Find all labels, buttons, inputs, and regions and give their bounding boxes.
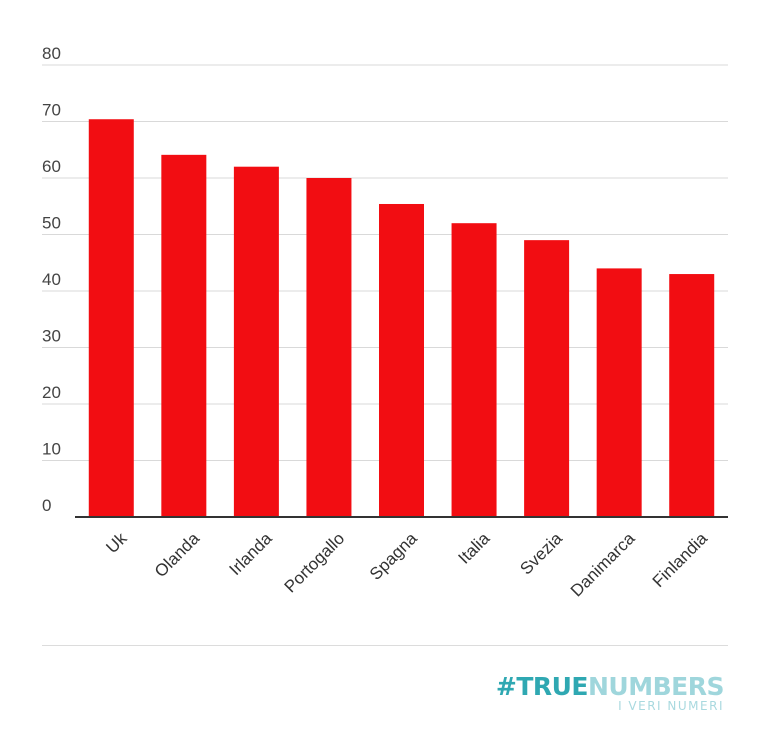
bar-italia [451, 223, 497, 517]
y-tick-label: 50 [42, 214, 61, 233]
logo-true: TRUE [516, 672, 588, 701]
bar-portogallo [306, 178, 352, 517]
x-axis-labels: Uk Olanda Irlanda Portogallo Spagna Italia Sve… [102, 528, 711, 600]
y-tick-label: 0 [42, 496, 51, 515]
x-tick-label: Irlanda [226, 528, 277, 579]
bar-svezia [524, 240, 570, 517]
footer-divider [42, 645, 728, 646]
bar-spagna [379, 203, 424, 518]
bar-irlanda [233, 166, 279, 517]
y-tick-label: 30 [42, 327, 61, 346]
bar-finlandia [669, 274, 715, 517]
logo-tagline: I VERI NUMERI [618, 699, 724, 713]
truenumbers-logo: #TRUENUMBERS I VERI NUMERI [495, 672, 725, 714]
y-tick-label: 80 [42, 44, 61, 63]
y-tick-label: 20 [42, 383, 61, 402]
x-tick-label: Portogallo [281, 529, 349, 597]
logo-wordmark: #TRUENUMBERS [495, 672, 725, 701]
y-tick-label: 40 [42, 270, 61, 289]
x-tick-label: Olanda [151, 528, 204, 581]
x-tick-label: Svezia [516, 528, 566, 578]
bar-chart: 0 10 20 30 40 50 60 70 80 Uk Olanda Irlanda Portoga… [42, 44, 728, 600]
logo-hash: # [495, 672, 517, 701]
bar-olanda [161, 154, 207, 517]
bar-danimarca [596, 268, 642, 517]
logo-numbers: NUMBERS [588, 672, 725, 701]
x-tick-label: Finlandia [649, 529, 712, 592]
x-tick-label: Danimarca [567, 528, 639, 600]
x-tick-label: Uk [102, 529, 130, 557]
bar-uk [88, 119, 134, 518]
bars [88, 119, 715, 518]
x-tick-label: Italia [455, 529, 494, 568]
y-tick-label: 10 [42, 440, 61, 459]
x-tick-label: Spagna [366, 529, 421, 584]
y-axis-ticks: 0 10 20 30 40 50 60 70 80 [42, 44, 61, 515]
y-tick-label: 60 [42, 157, 61, 176]
y-tick-label: 70 [42, 101, 61, 120]
